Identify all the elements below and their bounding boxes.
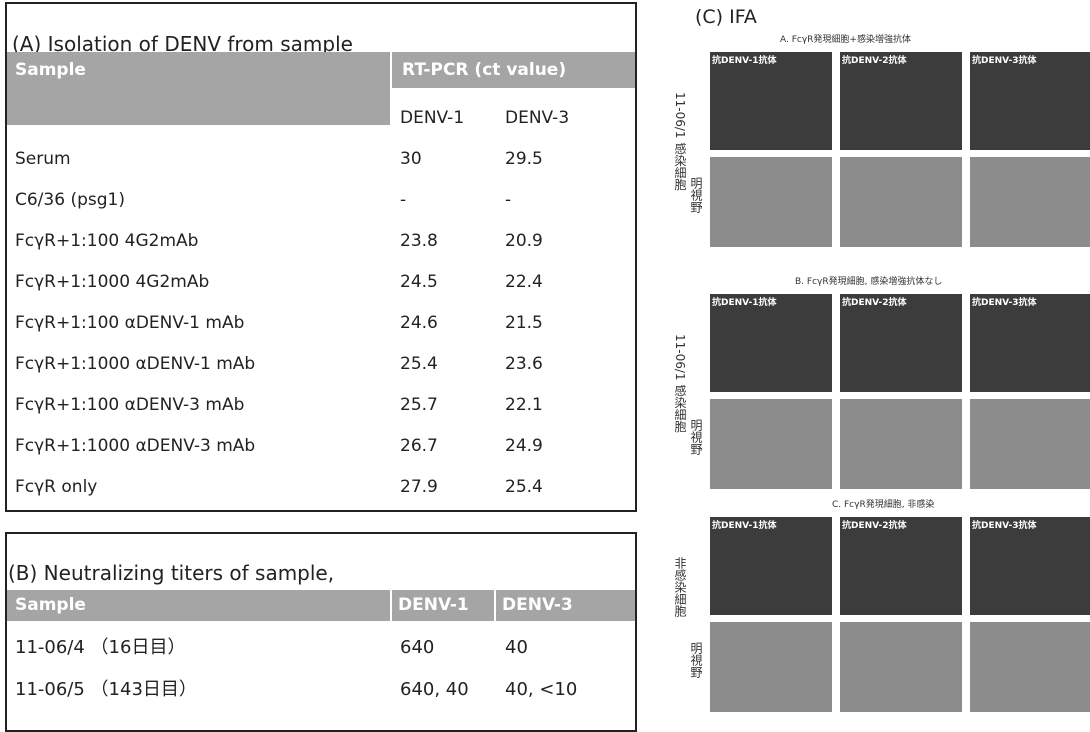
value-cell: 23.8 bbox=[400, 233, 438, 250]
row-label: 11-06/1 感染細胞 bbox=[672, 92, 689, 190]
panel-title: (A) Isolation of DENV from sample bbox=[12, 34, 353, 54]
value-cell: - bbox=[505, 192, 511, 209]
brightfield-image bbox=[840, 399, 962, 489]
row-label: 明視野 bbox=[688, 177, 705, 213]
column-label: 抗DENV-3抗体 bbox=[972, 518, 1036, 531]
sample-cell: C6/36 (psg1) bbox=[15, 192, 125, 209]
value-cell: 25.4 bbox=[400, 356, 438, 373]
value-cell: 22.4 bbox=[505, 274, 543, 291]
value-cell: - bbox=[400, 192, 406, 209]
fluorescence-image bbox=[970, 52, 1090, 150]
brightfield-image bbox=[710, 622, 832, 712]
brightfield-image bbox=[970, 399, 1090, 489]
subheader-cell: DENV-1 bbox=[400, 110, 464, 127]
fluorescence-image bbox=[710, 52, 832, 150]
fluorescence-image bbox=[710, 517, 832, 615]
sample-cell: FcγR+1:100 αDENV-1 mAb bbox=[15, 315, 244, 332]
sample-cell: FcγR+1:1000 αDENV-3 mAb bbox=[15, 438, 255, 455]
value-cell: 20.9 bbox=[505, 233, 543, 250]
fluorescence-image bbox=[710, 294, 832, 392]
row-label: 明視野 bbox=[688, 642, 705, 678]
page: (() => { const data = JSON.parse(documen… bbox=[0, 0, 1090, 722]
brightfield-image bbox=[970, 157, 1090, 247]
sample-cell: Serum bbox=[15, 151, 71, 168]
subheader-cell: DENV-3 bbox=[505, 110, 569, 127]
sample-cell: FcγR only bbox=[15, 479, 97, 496]
sample-cell: FcγR+1:1000 αDENV-1 mAb bbox=[15, 356, 255, 373]
header-cell: DENV-1 bbox=[398, 597, 469, 614]
fluorescence-image bbox=[970, 294, 1090, 392]
column-label: 抗DENV-2抗体 bbox=[842, 53, 906, 66]
value-cell: 25.7 bbox=[400, 397, 438, 414]
fluorescence-image bbox=[840, 294, 962, 392]
sample-cell: FcγR+1:1000 4G2mAb bbox=[15, 274, 209, 291]
column-label: 抗DENV-1抗体 bbox=[712, 295, 776, 308]
panel-title: (C) IFA bbox=[695, 8, 757, 27]
fluorescence-image bbox=[840, 52, 962, 150]
value-cell: 40 bbox=[505, 639, 528, 657]
column-label: 抗DENV-1抗体 bbox=[712, 518, 776, 531]
header-divider bbox=[390, 590, 392, 621]
row-label: 11-06/1 感染細胞 bbox=[672, 334, 689, 432]
section-title: C. FcγR発現細胞, 非感染 bbox=[832, 497, 934, 510]
section-title: A. FcγR発現細胞+感染増強抗体 bbox=[780, 32, 911, 45]
value-cell: 24.5 bbox=[400, 274, 438, 291]
header-divider bbox=[494, 590, 496, 621]
header-cell: DENV-3 bbox=[502, 597, 573, 614]
value-cell: 22.1 bbox=[505, 397, 543, 414]
brightfield-image bbox=[840, 157, 962, 247]
sample-cell: FcγR+1:100 αDENV-3 mAb bbox=[15, 397, 244, 414]
value-cell: 24.9 bbox=[505, 438, 543, 455]
column-label: 抗DENV-3抗体 bbox=[972, 53, 1036, 66]
column-label: 抗DENV-1抗体 bbox=[712, 53, 776, 66]
row-label: 明視野 bbox=[688, 419, 705, 455]
value-cell: 29.5 bbox=[505, 151, 543, 168]
panel-title: (B) Neutralizing titers of sample, bbox=[8, 563, 334, 583]
fluorescence-image bbox=[840, 517, 962, 615]
value-cell: 23.6 bbox=[505, 356, 543, 373]
brightfield-image bbox=[840, 622, 962, 712]
column-label: 抗DENV-2抗体 bbox=[842, 295, 906, 308]
value-cell: 21.5 bbox=[505, 315, 543, 332]
fluorescence-image bbox=[970, 517, 1090, 615]
header-cell: Sample bbox=[15, 62, 86, 79]
value-cell: 640, 40 bbox=[400, 681, 469, 699]
brightfield-image bbox=[710, 399, 832, 489]
column-label: 抗DENV-3抗体 bbox=[972, 295, 1036, 308]
value-cell: 30 bbox=[400, 151, 422, 168]
header-cell: Sample bbox=[15, 597, 86, 614]
sample-cell: FcγR+1:100 4G2mAb bbox=[15, 233, 198, 250]
column-label: 抗DENV-2抗体 bbox=[842, 518, 906, 531]
value-cell: 25.4 bbox=[505, 479, 543, 496]
value-cell: 40, <10 bbox=[505, 681, 577, 699]
value-cell: 640 bbox=[400, 639, 434, 657]
value-cell: 24.6 bbox=[400, 315, 438, 332]
section-title: B. FcγR発現細胞, 感染増強抗体なし bbox=[795, 274, 942, 287]
value-cell: 27.9 bbox=[400, 479, 438, 496]
header-cell: RT-PCR (ct value) bbox=[402, 62, 566, 79]
sample-cell: 11-06/5 （143日目） bbox=[15, 681, 197, 699]
row-label: 非感染細胞 bbox=[672, 557, 689, 617]
brightfield-image bbox=[710, 157, 832, 247]
sample-cell: 11-06/4 （16日目） bbox=[15, 639, 185, 657]
brightfield-image bbox=[970, 622, 1090, 712]
value-cell: 26.7 bbox=[400, 438, 438, 455]
